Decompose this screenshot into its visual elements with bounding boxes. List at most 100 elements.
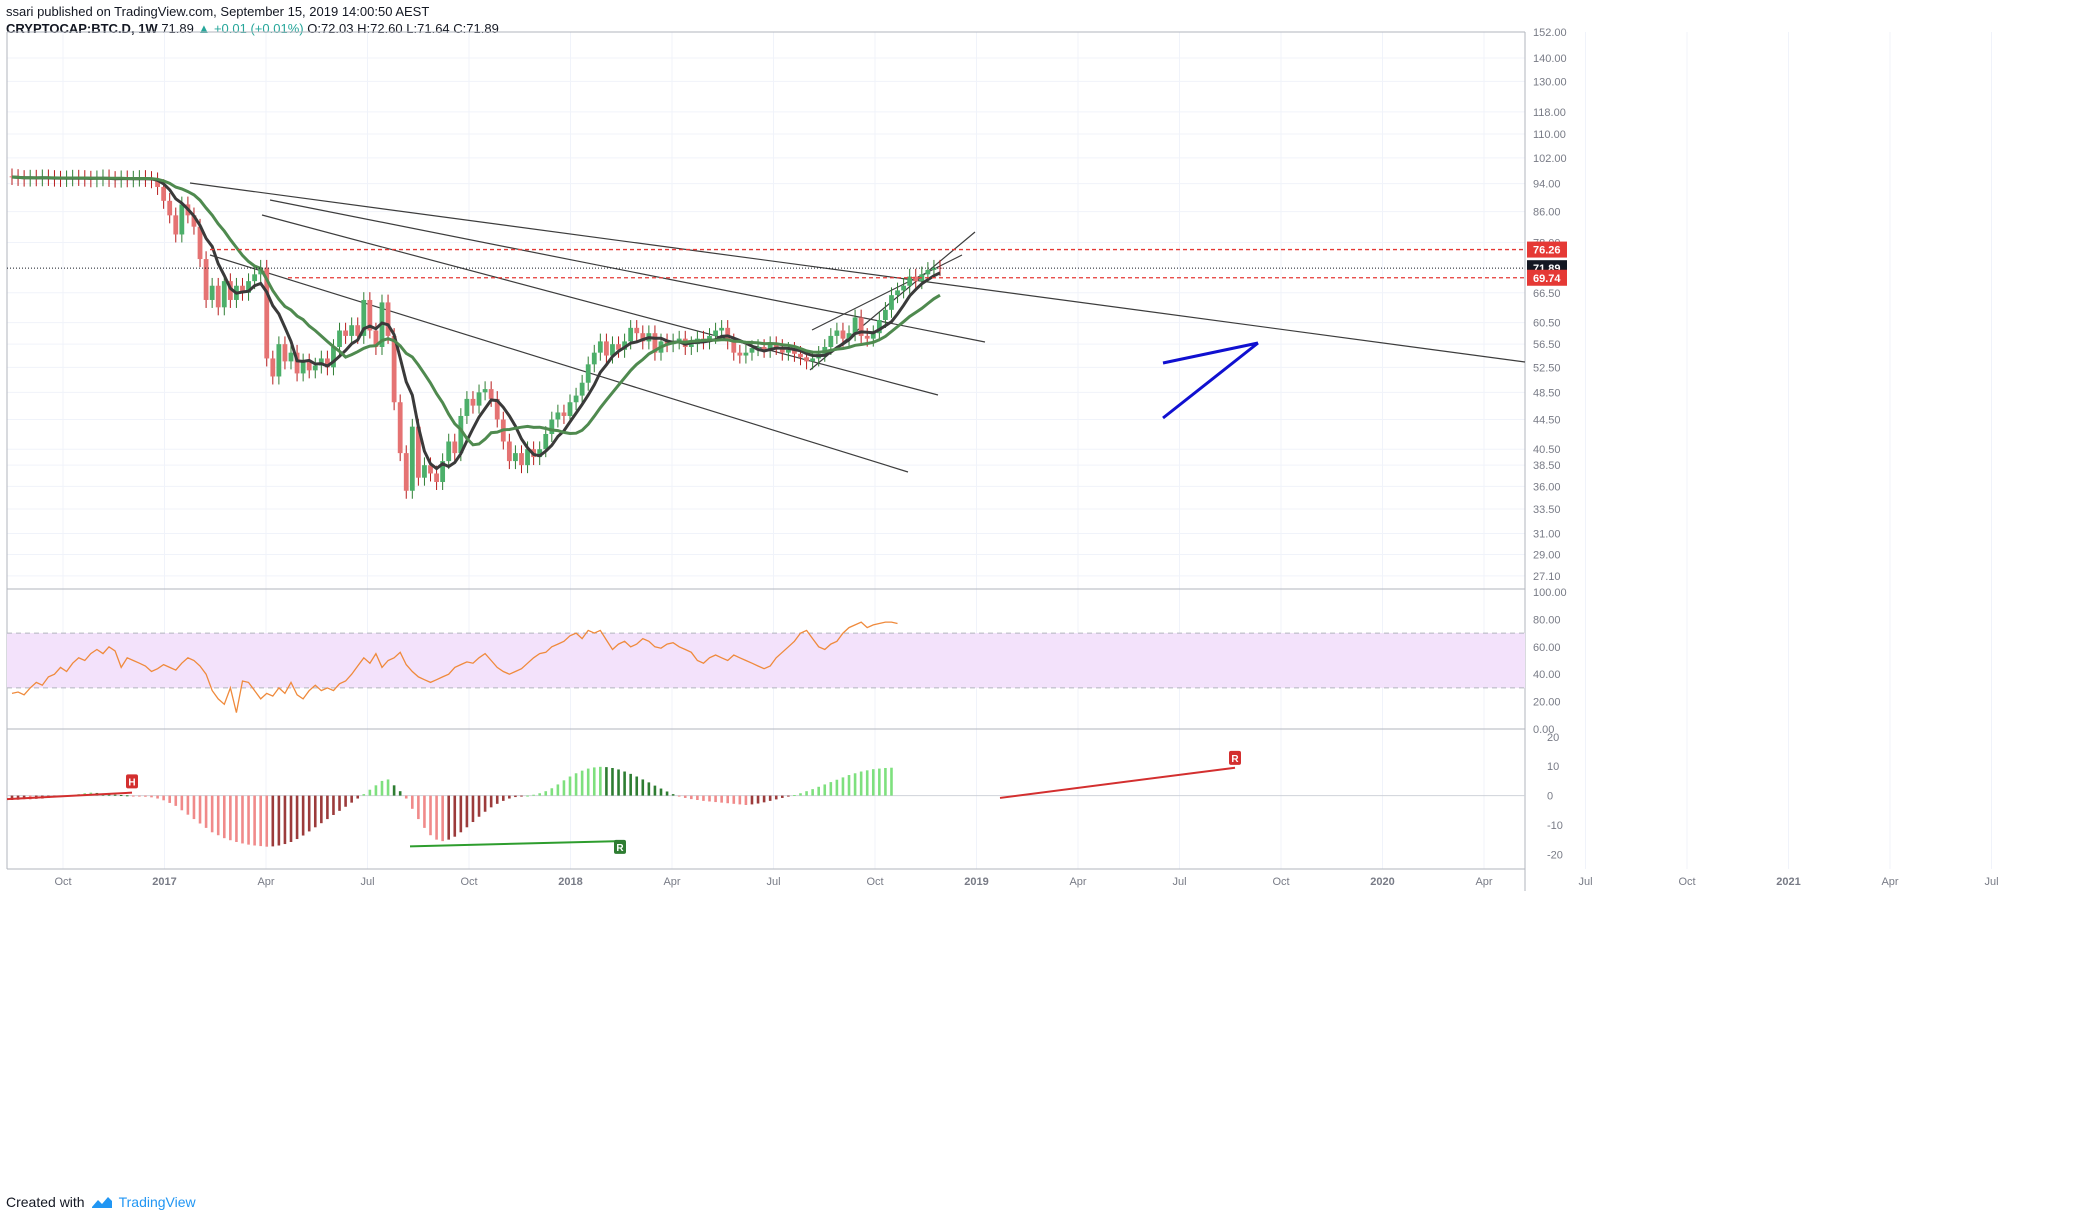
histogram-bar — [259, 795, 262, 847]
publish-line: ssari published on TradingView.com, Sept… — [6, 3, 499, 20]
histogram-bar — [411, 795, 414, 809]
candle-body — [543, 433, 549, 450]
histogram-bar — [483, 795, 487, 812]
histogram-bar — [144, 795, 147, 797]
histogram-bar — [283, 795, 287, 845]
candle-body — [743, 352, 749, 356]
histogram-bar — [417, 795, 420, 820]
candle-body — [755, 346, 761, 349]
candle-body — [173, 215, 179, 235]
publish-info: published on TradingView.com, September … — [37, 4, 430, 19]
histogram-bar — [222, 795, 226, 839]
candle-body — [506, 441, 512, 462]
candle-body — [434, 473, 439, 482]
histogram-bar — [453, 795, 457, 837]
annotations: H R R — [6, 750, 1241, 854]
candle-body — [294, 352, 300, 374]
candle-body — [494, 398, 500, 420]
histogram-bar — [762, 795, 766, 803]
osc-tick-label: -20 — [1547, 849, 1563, 861]
histogram-bar — [683, 795, 687, 798]
histogram-bar — [835, 779, 839, 796]
histogram-bar — [441, 795, 444, 842]
histogram-bar — [247, 795, 250, 845]
candle-body — [312, 365, 318, 371]
candle-body — [895, 290, 900, 296]
histogram-bar — [271, 795, 275, 847]
price-tick-label: 48.50 — [1533, 387, 1561, 399]
histogram-bar — [113, 794, 117, 796]
candle-body — [883, 309, 888, 320]
histogram-bar — [210, 795, 214, 833]
candle-body — [585, 364, 591, 383]
candle-body — [804, 357, 809, 362]
histogram-bar — [665, 791, 669, 796]
histogram-bar — [180, 795, 184, 811]
histogram-bar — [574, 773, 578, 796]
candle-body — [561, 412, 567, 416]
time-tick-label: 2020 — [1370, 876, 1394, 888]
candle-body — [464, 398, 470, 416]
candle-body — [737, 352, 743, 356]
trendline — [269, 199, 986, 343]
histogram-bar — [696, 795, 699, 800]
histogram-bar — [125, 795, 129, 797]
rsi-line — [11, 621, 898, 713]
osc-tick-label: 10 — [1547, 761, 1559, 773]
candle-body — [209, 285, 215, 300]
candle-body — [846, 333, 852, 339]
price-label-text: 76.26 — [1533, 245, 1561, 257]
histogram-bar — [156, 795, 159, 799]
histogram-bar — [192, 795, 196, 820]
histogram-bar — [423, 795, 426, 828]
candle-body — [373, 330, 379, 347]
histogram-bar — [647, 782, 651, 796]
rsi-tick-label: 60.00 — [1533, 642, 1561, 654]
trendline — [209, 254, 909, 473]
candle-body — [785, 349, 791, 353]
histogram-bar — [119, 795, 123, 797]
candle-body — [858, 317, 864, 336]
candle-body — [779, 346, 785, 353]
candle-body — [767, 344, 773, 350]
histogram-bar — [398, 791, 402, 796]
histogram-bar — [623, 771, 626, 796]
ma-slow-line — [11, 175, 941, 447]
histogram — [7, 766, 1525, 847]
histogram-bar — [738, 795, 742, 805]
histogram-bar — [313, 795, 317, 828]
candle-body — [537, 449, 543, 458]
histogram-bar — [890, 767, 893, 796]
candle-body — [409, 426, 415, 491]
histogram-bar — [550, 788, 554, 796]
price-tick-label: 56.50 — [1533, 339, 1561, 351]
histogram-bar — [265, 795, 269, 847]
candle-body — [397, 402, 403, 454]
price-tick-label: 94.00 — [1533, 179, 1561, 191]
histogram-bar — [629, 773, 632, 796]
histogram-bar — [732, 795, 736, 804]
rsi-tick-label: 40.00 — [1533, 669, 1561, 681]
price-tick-label: 102.00 — [1533, 153, 1567, 165]
candle-body — [191, 215, 197, 227]
price-tick-label: 140.00 — [1533, 53, 1567, 65]
candle-body — [798, 353, 803, 358]
histogram-bar — [702, 795, 705, 801]
histogram-bar — [611, 767, 614, 796]
histogram-bar — [229, 795, 232, 841]
candle-body — [634, 327, 640, 334]
histogram-bar — [526, 795, 529, 797]
histogram-bar — [774, 795, 778, 800]
tradingview-brand[interactable]: TradingView — [118, 1194, 196, 1210]
histogram-bar — [447, 795, 451, 840]
candle-body — [488, 389, 494, 399]
price-tick-label: 130.00 — [1533, 76, 1567, 88]
histogram-bar — [768, 795, 772, 801]
osc-tick-label: 20 — [1547, 732, 1559, 744]
histogram-bar — [805, 791, 808, 796]
author-name[interactable]: ssari — [6, 4, 34, 19]
candle-body — [555, 412, 561, 420]
histogram-bar — [374, 785, 378, 796]
histogram-bar — [677, 795, 681, 797]
